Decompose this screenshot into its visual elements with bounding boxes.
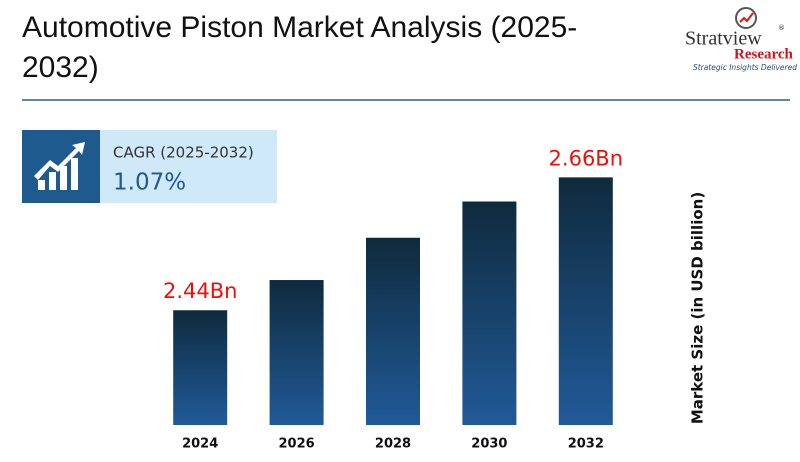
bar: [462, 201, 517, 425]
value-label: 2.66Bn: [549, 146, 623, 170]
bar: [269, 280, 324, 425]
value-label: 2.44Bn: [163, 279, 237, 303]
bar: [366, 237, 420, 425]
x-tick-label: 2024: [182, 437, 218, 452]
y-axis-label: Market Size (in USD billion): [689, 192, 707, 424]
cagr-value: 1.07%: [113, 170, 186, 196]
logo-tagline: Strategic Insights Delivered: [693, 63, 797, 72]
cagr-label: CAGR (2025-2032): [113, 144, 254, 162]
bar: [173, 310, 228, 425]
x-tick-label: 2026: [279, 437, 315, 452]
logo-icon: [735, 7, 757, 29]
logo-arrow: [739, 12, 754, 23]
title: Automotive Piston Market Analysis (2025-…: [22, 11, 578, 84]
logo-registered: ®: [778, 24, 785, 32]
bar: [558, 177, 613, 425]
logo-name: Stratview: [685, 28, 762, 50]
x-tick-label: 2028: [375, 437, 411, 452]
x-tick-label: 2030: [471, 437, 507, 452]
cagr-icon: [34, 142, 85, 190]
cagr-box: CAGR (2025-2032) 1.07%: [22, 130, 277, 203]
logo: Stratview ® Research Strategic Insights …: [685, 7, 797, 72]
x-tick-label: 2032: [568, 437, 604, 452]
logo-sub: Research: [734, 46, 794, 62]
